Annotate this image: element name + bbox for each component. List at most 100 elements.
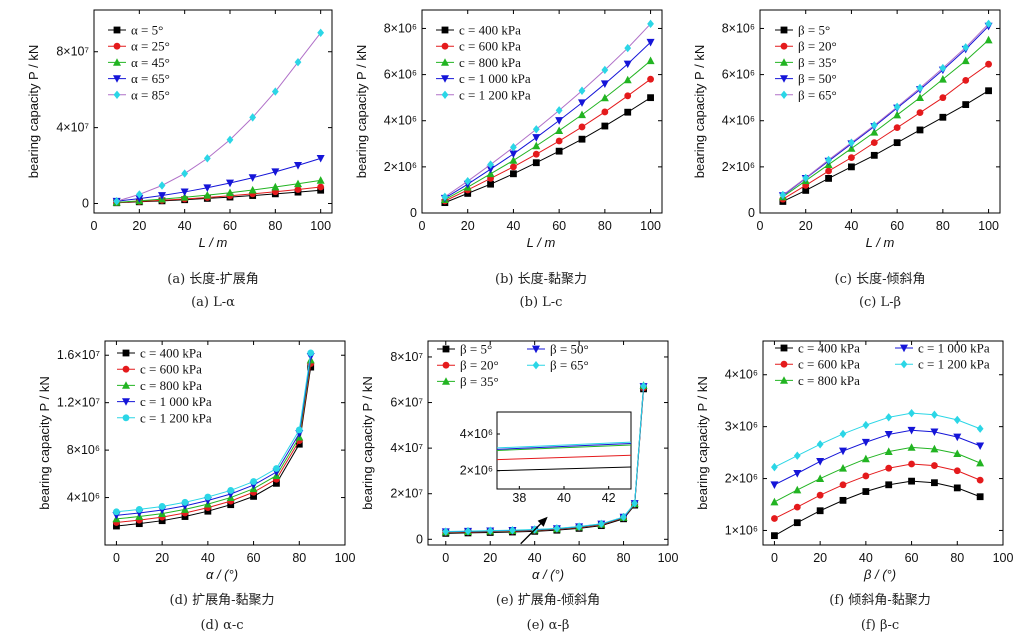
data-point [203, 154, 211, 163]
data-point [250, 492, 257, 500]
data-point [203, 190, 212, 199]
data-point [893, 124, 901, 132]
legend-swatch-marker [113, 75, 121, 83]
data-point [847, 144, 856, 152]
plot-frame [104, 340, 346, 546]
data-point [839, 447, 847, 456]
y-tick-label: 0 [410, 206, 417, 220]
x-tick-label: 80 [950, 551, 964, 565]
x-tick-label: 100 [335, 551, 356, 565]
data-point [646, 38, 655, 47]
data-point [135, 520, 143, 528]
data-point [916, 93, 924, 102]
data-point [486, 169, 495, 178]
y-tick-label: 8×10⁶ [384, 21, 417, 35]
data-point [158, 181, 166, 190]
x-tick-label: 60 [890, 219, 904, 233]
series-line [782, 23, 989, 196]
data-point [294, 57, 302, 67]
data-point [793, 503, 801, 511]
inset-plot: 38 40 42 2×10⁶ 4×10⁶ [460, 411, 632, 545]
series-line [116, 32, 322, 202]
legend-label: c = 800 kPa [798, 373, 860, 388]
series-line [782, 90, 989, 202]
legend: α = 5°α = 25°α = 45°α = 65°α = 85° [108, 23, 170, 102]
series-3 [770, 426, 985, 489]
chart-panel-b: 0 20 40 60 80 100 0 2×10⁶ 4×10⁶ 6×10⁶ 8×10⁶ L / m be… [354, 9, 663, 310]
data-point [578, 110, 586, 119]
data-point [862, 472, 870, 480]
series-line [444, 41, 651, 199]
data-point [779, 190, 787, 200]
x-tick-label: 40 [201, 551, 215, 565]
series-line [116, 352, 312, 513]
data-point [204, 507, 212, 515]
x-tick-label: 80 [598, 219, 612, 233]
data-point [307, 349, 315, 357]
data-point [623, 75, 632, 84]
data-point [816, 440, 824, 449]
legend-label: β = 50° [550, 342, 589, 357]
data-point [931, 462, 938, 469]
legend-swatch-marker [441, 58, 449, 66]
series-line [774, 429, 981, 486]
data-point [953, 433, 962, 442]
x-tick-label: 80 [617, 551, 631, 565]
legend-swatch-marker [780, 344, 788, 352]
y-tick-label: 1×10⁶ [725, 523, 758, 537]
y-axis-label: bearing capacity P / kN [354, 45, 369, 178]
data-point [601, 122, 609, 130]
data-point [848, 163, 855, 171]
y-axis-label: bearing capacity P / kN [695, 376, 710, 509]
y-axis-label: bearing capacity P / kN [37, 376, 52, 509]
legend-label: β = 65° [550, 358, 589, 373]
legend-label: β = 5° [798, 23, 830, 38]
data-point [916, 83, 924, 93]
data-point [578, 86, 586, 95]
data-point [816, 491, 824, 499]
data-point [510, 163, 517, 171]
data-point [509, 150, 518, 159]
legend-swatch-marker [442, 361, 450, 369]
caption-en: (a) L-α [191, 295, 235, 310]
chart-panel-a: 0 20 40 60 80 100 0 4×10⁷ 8×10⁷ L / m bearing capa… [26, 9, 333, 310]
legend-label: β = 65° [798, 87, 837, 102]
inset-series-line [496, 441, 632, 449]
data-point [931, 410, 938, 419]
series-2 [770, 443, 985, 506]
legend-swatch-marker [442, 345, 450, 353]
legend-swatch-marker [441, 42, 449, 50]
data-point [295, 440, 303, 448]
data-point [273, 465, 280, 472]
data-point [600, 80, 609, 89]
y-axis-label: bearing capacity P / kN [692, 45, 707, 178]
caption-cn: (f) 倾斜角-黏聚力 [829, 592, 930, 608]
data-point [870, 139, 878, 147]
data-point [181, 513, 189, 520]
data-point [802, 186, 810, 194]
data-point [961, 56, 970, 65]
series-0 [113, 363, 315, 530]
data-point [271, 182, 280, 191]
legend-label: β = 35° [798, 55, 837, 70]
data-point [930, 444, 939, 453]
data-point [825, 174, 832, 182]
y-tick-label: 3×10⁶ [725, 420, 758, 434]
series-line [444, 60, 651, 201]
caption-cn: (e) 扩展角-倾斜角 [496, 593, 600, 608]
data-point [510, 143, 517, 152]
x-tick-label: 80 [268, 219, 282, 233]
x-tick-label: 20 [461, 219, 475, 233]
data-point [938, 75, 947, 83]
inset-series-line [496, 466, 632, 472]
y-tick-label: 4×10⁷ [390, 441, 423, 455]
legend-label: c = 1 000 kPa [918, 341, 990, 356]
x-tick-label: 100 [640, 219, 661, 233]
data-point [907, 426, 916, 435]
data-point [624, 92, 632, 100]
legend-label: β = 5° [460, 342, 492, 357]
legend-label: c = 400 kPa [798, 341, 860, 356]
data-point [204, 493, 212, 501]
data-point [962, 101, 970, 108]
series-line [116, 179, 321, 203]
